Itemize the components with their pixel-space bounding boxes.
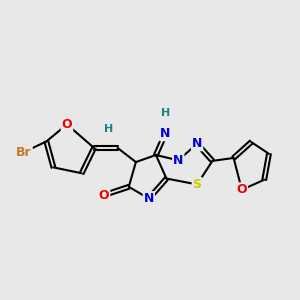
Text: Br: Br [16, 146, 32, 159]
Text: O: O [237, 183, 247, 196]
Text: N: N [160, 127, 170, 140]
Text: S: S [193, 178, 202, 191]
Text: N: N [192, 137, 202, 150]
Text: H: H [161, 108, 170, 118]
Text: O: O [99, 188, 110, 202]
Text: N: N [173, 154, 184, 167]
Text: N: N [144, 192, 154, 205]
Text: H: H [103, 124, 113, 134]
Text: O: O [62, 118, 72, 131]
